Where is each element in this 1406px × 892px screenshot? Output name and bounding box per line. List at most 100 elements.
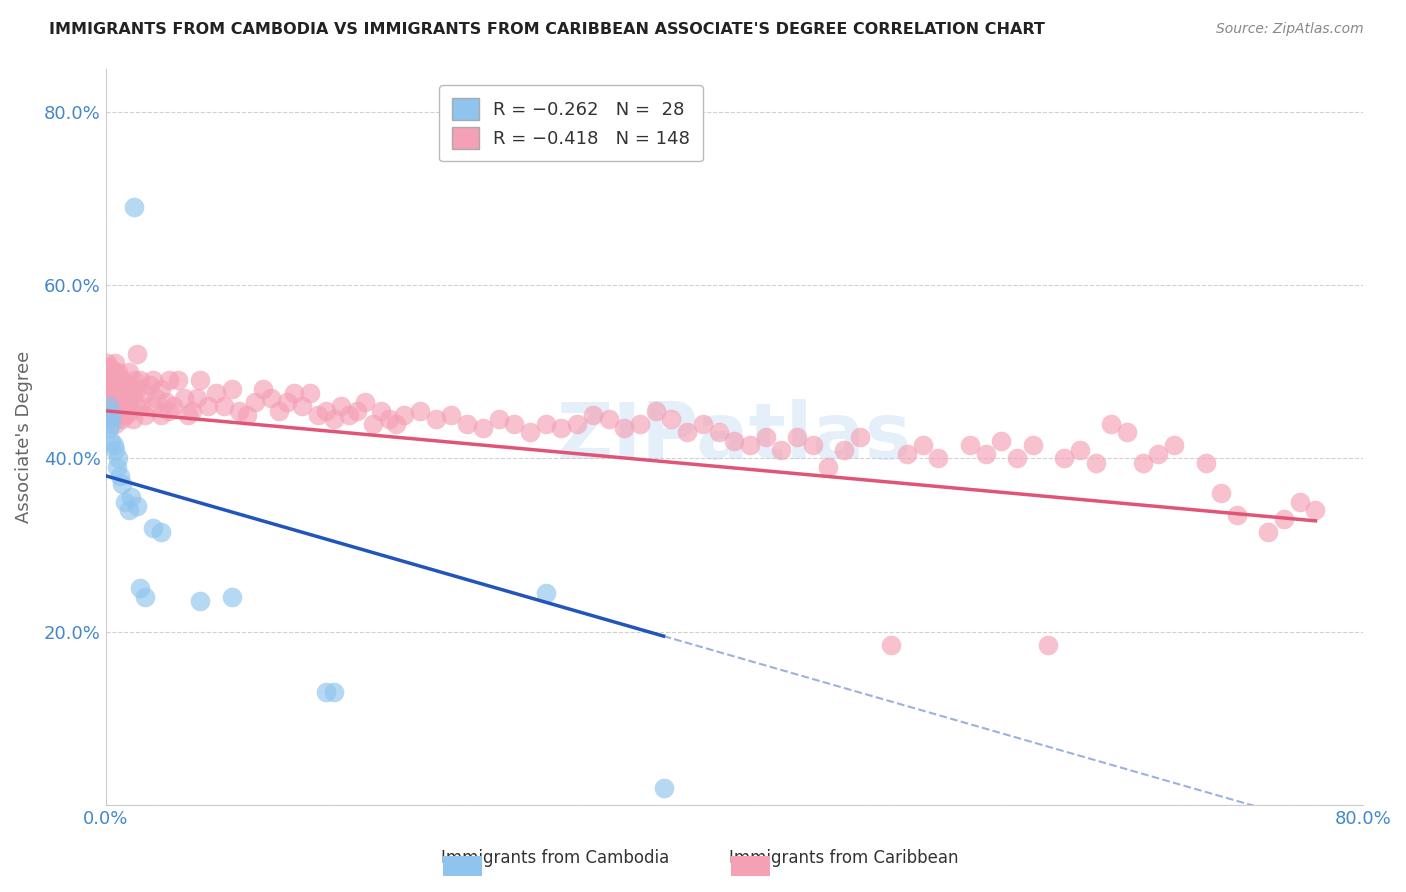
Point <box>440 408 463 422</box>
Point <box>96 412 118 426</box>
Point <box>105 369 128 384</box>
Point <box>104 374 127 388</box>
Point <box>115 400 138 414</box>
Point <box>188 594 211 608</box>
Point <box>221 382 243 396</box>
Point <box>107 365 129 379</box>
Point <box>98 360 121 375</box>
Point <box>644 404 666 418</box>
Point <box>134 386 156 401</box>
Point <box>127 499 149 513</box>
Point <box>228 404 250 418</box>
Point <box>723 434 745 449</box>
Point <box>176 408 198 422</box>
Point <box>236 408 259 422</box>
Point <box>204 386 226 401</box>
Point <box>121 412 143 426</box>
Point <box>212 400 235 414</box>
Point <box>173 391 195 405</box>
Point <box>96 404 118 418</box>
Point <box>1163 438 1185 452</box>
Point <box>142 374 165 388</box>
Point <box>801 438 824 452</box>
Point <box>162 400 184 414</box>
Point <box>1038 638 1060 652</box>
Point <box>243 395 266 409</box>
Point <box>103 408 125 422</box>
Point <box>112 404 135 418</box>
Point <box>337 408 360 422</box>
Point <box>471 421 494 435</box>
Point <box>139 377 162 392</box>
Point <box>100 434 122 449</box>
Point <box>770 442 793 457</box>
Point <box>276 395 298 409</box>
Point <box>155 395 177 409</box>
Text: Immigrants from Caribbean: Immigrants from Caribbean <box>728 849 959 867</box>
Point <box>149 525 172 540</box>
Legend: R = −0.262   N =  28, R = −0.418   N = 148: R = −0.262 N = 28, R = −0.418 N = 148 <box>439 85 703 161</box>
Point <box>267 404 290 418</box>
Point <box>104 356 127 370</box>
Point <box>110 477 132 491</box>
Point <box>409 404 432 418</box>
Point <box>832 442 855 457</box>
Point <box>101 391 124 405</box>
Point <box>157 404 180 418</box>
Point <box>134 408 156 422</box>
Point <box>519 425 541 440</box>
Point <box>880 638 903 652</box>
Point <box>98 421 121 435</box>
Point <box>122 374 145 388</box>
Point <box>108 468 131 483</box>
Point <box>145 391 167 405</box>
Point <box>315 404 337 418</box>
Point <box>105 408 128 422</box>
Point <box>299 386 322 401</box>
Point <box>107 386 129 401</box>
Point <box>534 586 557 600</box>
Point <box>330 400 353 414</box>
Point <box>307 408 329 422</box>
Point <box>117 391 139 405</box>
Point <box>1084 456 1107 470</box>
Point <box>990 434 1012 449</box>
Point <box>103 365 125 379</box>
Point <box>100 382 122 396</box>
Point <box>370 404 392 418</box>
Point <box>98 400 121 414</box>
Point <box>1194 456 1216 470</box>
Point <box>1132 456 1154 470</box>
Point <box>896 447 918 461</box>
Point <box>1099 417 1122 431</box>
Point <box>129 400 152 414</box>
Point <box>503 417 526 431</box>
Point <box>707 425 730 440</box>
Point <box>197 400 219 414</box>
Point <box>1226 508 1249 522</box>
Point <box>582 408 605 422</box>
Point <box>120 491 142 505</box>
Point <box>565 417 588 431</box>
Point <box>692 417 714 431</box>
Point <box>534 417 557 431</box>
Point <box>127 382 149 396</box>
Point <box>118 395 141 409</box>
Point <box>1069 442 1091 457</box>
Point <box>100 365 122 379</box>
Point <box>104 442 127 457</box>
Point <box>103 395 125 409</box>
Point <box>142 400 165 414</box>
Point <box>959 438 981 452</box>
Point <box>385 417 408 431</box>
Point <box>322 412 344 426</box>
Point <box>101 408 124 422</box>
Point <box>157 374 180 388</box>
Point <box>129 582 152 596</box>
Point <box>488 412 510 426</box>
Point <box>1288 495 1310 509</box>
Point <box>120 404 142 418</box>
Point <box>142 521 165 535</box>
Point <box>127 347 149 361</box>
Text: IMMIGRANTS FROM CAMBODIA VS IMMIGRANTS FROM CARIBBEAN ASSOCIATE'S DEGREE CORRELA: IMMIGRANTS FROM CAMBODIA VS IMMIGRANTS F… <box>49 22 1045 37</box>
